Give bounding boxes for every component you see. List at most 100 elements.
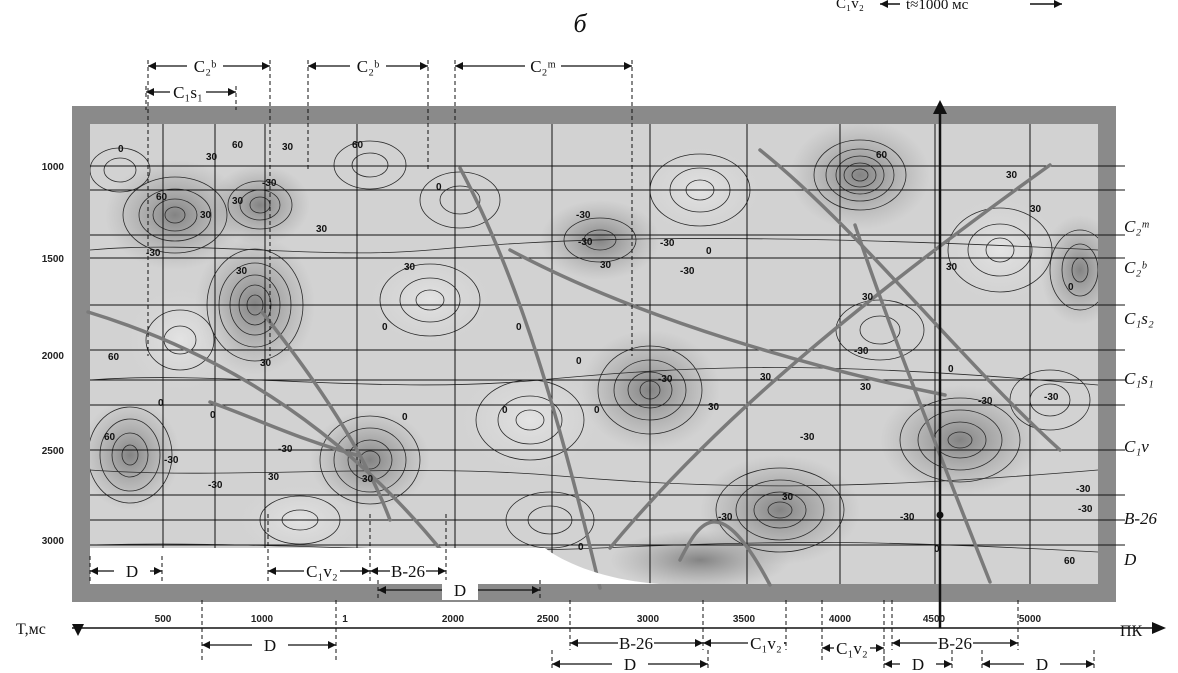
anomaly-blob <box>880 385 1040 495</box>
anomaly-blob <box>310 410 430 510</box>
fault-line <box>86 310 447 557</box>
interval-label: D <box>454 581 466 600</box>
interval-arrowhead-left <box>370 567 378 575</box>
interval-arrowhead-right <box>420 62 428 70</box>
contour-value-label: -30 <box>1076 484 1091 495</box>
contour-value-label: -30 <box>854 346 869 357</box>
interval-arrowhead-left <box>552 660 560 668</box>
interval-annotation: B-26 <box>891 600 1019 653</box>
contour-value-label: -30 <box>680 266 695 277</box>
contour-value-label: 0 <box>436 182 442 193</box>
y-tick-label: 2500 <box>42 446 65 457</box>
anomaly-blob <box>360 250 500 350</box>
contour-value-label: 30 <box>404 262 416 273</box>
contour-value-label: 30 <box>260 358 272 369</box>
contour-value-label: -30 <box>1078 504 1093 515</box>
top-right-note-text: t≈1000 мс <box>906 0 969 13</box>
contour-value-label: 30 <box>268 472 280 483</box>
interval-arrowhead-right <box>1010 639 1018 647</box>
contour-value-label: 30 <box>600 260 612 271</box>
interval-arrowhead-left <box>892 639 900 647</box>
interval-annotation: B-26 <box>569 600 704 653</box>
contour-value-label: 0 <box>516 322 522 333</box>
interval-label: C₁s₁ <box>173 83 203 102</box>
contour-value-label: 30 <box>782 492 794 503</box>
anomaly-blob <box>610 530 790 584</box>
interval-label: D <box>1036 655 1048 673</box>
interval-label-background <box>187 56 223 76</box>
contour-value-label: 0 <box>576 356 582 367</box>
contour-value-label: -30 <box>208 480 223 491</box>
interval-label-background <box>525 56 561 76</box>
contour-value-label: 30 <box>200 210 212 221</box>
interval-annotation: C₁s₁ <box>145 82 237 110</box>
interval-label: D <box>912 655 924 673</box>
interval-arrowhead-left <box>455 62 463 70</box>
horizon-label: C₁s₂ <box>1124 309 1154 328</box>
interval-annotation: C₂ᵇ <box>307 56 429 172</box>
y-tick-labels: 1000 1500 2000 2500 3000 <box>42 162 65 547</box>
contour-value-label: 0 <box>118 144 124 155</box>
fault-line <box>458 166 602 590</box>
x-axis-arrowhead <box>1152 622 1166 634</box>
contour-value-label: 30 <box>946 262 958 273</box>
interval-arrowhead-right <box>876 644 884 652</box>
contour-value-labels: 0 60 30 30 60 30 30 -30 0 30 60 0 30 30 0 0 -30 -30 -30 60 3… <box>104 140 1093 567</box>
interval-arrowhead-right <box>532 586 540 594</box>
interval-label: C₁v₂ <box>306 562 338 581</box>
x-tick-label: 3500 <box>733 614 756 625</box>
interval-label-background <box>937 633 973 653</box>
interval-annotation: C₁v₂ <box>267 514 371 584</box>
interval-arrowhead-right <box>700 660 708 668</box>
contour-value-label: 60 <box>108 352 120 363</box>
anomaly-blob <box>790 124 930 230</box>
x-tick-label: 3000 <box>637 614 660 625</box>
interval-annotation: C₂ᵐ <box>454 56 633 356</box>
anomaly-blob <box>450 360 610 480</box>
interval-label-background <box>612 654 648 673</box>
fault-line <box>678 520 772 587</box>
x-tick-label: 1 <box>342 614 348 625</box>
interval-arrowhead-right <box>262 62 270 70</box>
interval-arrowhead-left <box>822 644 830 652</box>
fault-line <box>260 310 392 522</box>
grid-lines <box>90 124 1125 584</box>
interval-arrowhead-left <box>982 660 990 668</box>
anomaly-blob <box>90 400 180 510</box>
x-tick-label: 4500 <box>923 614 946 625</box>
interval-arrowhead-left <box>884 660 892 668</box>
interval-annotation: D <box>981 650 1095 673</box>
interval-label-background <box>748 633 784 653</box>
interval-label: C₂ᵇ <box>194 57 217 76</box>
interval-arrowhead-right <box>1086 660 1094 668</box>
contour-value-label: 60 <box>104 432 116 443</box>
interval-label-background <box>350 56 386 76</box>
fault-lines <box>86 148 1062 590</box>
contour-value-label: -30 <box>718 512 733 523</box>
top-right-note-arrow-right-head <box>1054 0 1062 8</box>
x-tick-label: 4000 <box>829 614 852 625</box>
anomaly-blob <box>930 190 1070 310</box>
contour-value-label: -30 <box>146 248 161 259</box>
contour-value-label: 0 <box>158 398 164 409</box>
interval-arrowhead-left <box>90 567 98 575</box>
y-axis-title: T,мс <box>16 621 46 638</box>
contour-value-label: 30 <box>206 152 218 163</box>
contour-value-label: 30 <box>1030 204 1042 215</box>
contour-value-label: 0 <box>594 405 600 416</box>
interval-arrowhead-right <box>438 567 446 575</box>
interval-arrowhead-left <box>570 639 578 647</box>
shot-point-axis-arrowhead <box>933 100 947 114</box>
shot-point-marker <box>936 511 944 519</box>
figure-label: б <box>573 9 587 38</box>
contour-value-label: -30 <box>262 178 277 189</box>
interval-annotation: D <box>201 600 337 660</box>
y-tick-label: 1000 <box>42 162 65 173</box>
interval-label-background <box>252 635 288 655</box>
interval-annotation: D <box>551 650 709 673</box>
fault-line <box>853 223 992 584</box>
fault-line <box>758 148 1062 452</box>
interval-label: B-26 <box>391 562 425 581</box>
contour-value-label: 0 <box>382 322 388 333</box>
contour-value-label: 0 <box>502 405 508 416</box>
